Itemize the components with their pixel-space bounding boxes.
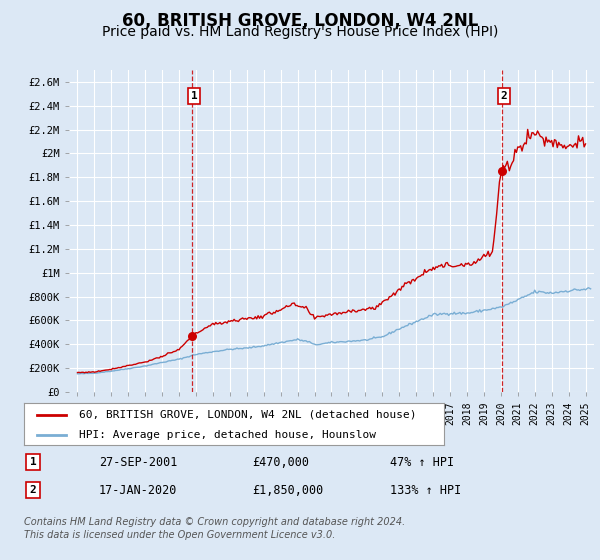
Text: This data is licensed under the Open Government Licence v3.0.: This data is licensed under the Open Gov… [24,530,335,540]
Text: HPI: Average price, detached house, Hounslow: HPI: Average price, detached house, Houn… [79,430,376,440]
Text: 2: 2 [501,91,508,101]
Text: Price paid vs. HM Land Registry's House Price Index (HPI): Price paid vs. HM Land Registry's House … [102,25,498,39]
Text: 2: 2 [29,485,37,495]
Text: 17-JAN-2020: 17-JAN-2020 [99,483,178,497]
Text: 60, BRITISH GROVE, LONDON, W4 2NL (detached house): 60, BRITISH GROVE, LONDON, W4 2NL (detac… [79,410,416,420]
Point [187,332,197,340]
Text: 1: 1 [29,457,37,467]
Text: 1: 1 [191,91,197,101]
Text: 133% ↑ HPI: 133% ↑ HPI [390,483,461,497]
Text: Contains HM Land Registry data © Crown copyright and database right 2024.: Contains HM Land Registry data © Crown c… [24,517,405,527]
Text: £470,000: £470,000 [252,455,309,469]
Text: 60, BRITISH GROVE, LONDON, W4 2NL: 60, BRITISH GROVE, LONDON, W4 2NL [122,12,478,30]
Text: 47% ↑ HPI: 47% ↑ HPI [390,455,454,469]
Text: £1,850,000: £1,850,000 [252,483,323,497]
Text: 27-SEP-2001: 27-SEP-2001 [99,455,178,469]
Point [497,167,506,176]
